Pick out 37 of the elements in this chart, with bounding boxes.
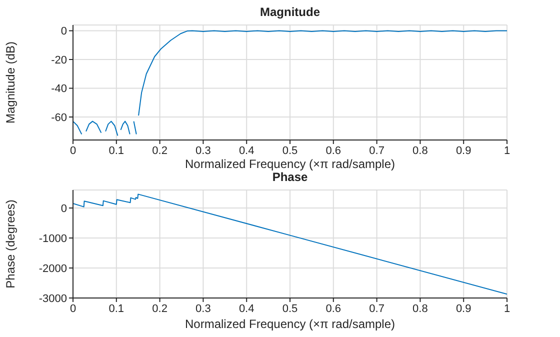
x-tick-label: 0.3 — [196, 144, 211, 157]
y-axis-title: Phase (degrees) — [3, 200, 18, 288]
x-tick-label: 0.7 — [369, 144, 384, 157]
x-tick-label: 0.6 — [326, 302, 342, 315]
x-tick-label: 0.5 — [282, 302, 298, 315]
y-tick-label: -1000 — [38, 232, 67, 245]
y-tick-label: -20 — [51, 54, 67, 66]
x-tick-label: 0.1 — [108, 302, 124, 315]
x-tick-label: 0 — [70, 302, 76, 315]
y-tick-label: -2000 — [38, 262, 67, 275]
y-tick-label: -40 — [51, 83, 67, 96]
x-tick-label: 0.5 — [282, 144, 298, 157]
y-axis-title: Magnitude (dB) — [3, 41, 18, 124]
x-tick-label: 0.8 — [412, 302, 428, 315]
chart-title: Magnitude — [259, 5, 321, 19]
x-tick-label: 0.4 — [238, 302, 254, 315]
x-tick-label: 0.8 — [412, 144, 428, 157]
x-tick-label: 0.2 — [152, 302, 168, 315]
x-tick-label: 0.3 — [196, 302, 211, 315]
line-series — [73, 194, 507, 295]
x-tick-label: 0.6 — [326, 144, 342, 157]
x-tick-label: 0.7 — [369, 302, 384, 315]
x-tick-label: 0.4 — [238, 144, 254, 157]
x-tick-label: 0.9 — [456, 302, 472, 315]
y-tick-label: 0 — [60, 202, 67, 215]
x-tick-label: 0.1 — [108, 144, 124, 157]
y-tick-label: 0 — [60, 26, 67, 38]
x-tick-label: 0.9 — [456, 144, 472, 157]
y-tick-label: -60 — [51, 112, 67, 124]
x-tick-label: 0 — [70, 144, 76, 157]
x-axis-title: Normalized Frequency (×π rad/sample) — [184, 317, 396, 331]
x-tick-label: 1 — [504, 144, 510, 157]
chart-title: Phase — [272, 170, 309, 184]
x-axis-title: Normalized Frequency (×π rad/sample) — [184, 157, 396, 171]
x-tick-label: 0.2 — [152, 144, 168, 157]
y-tick-label: -3000 — [38, 292, 67, 305]
x-tick-label: 1 — [504, 302, 510, 315]
